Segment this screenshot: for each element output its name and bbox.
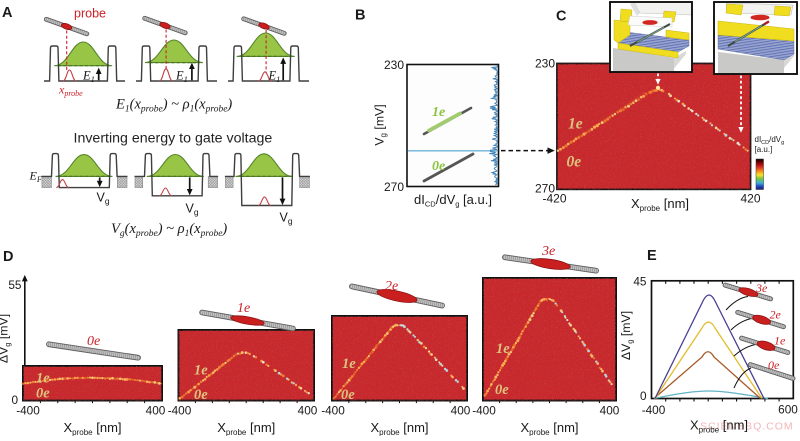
- svg-text:270: 270: [535, 182, 555, 196]
- svg-text:Inverting energy to gate volta: Inverting energy to gate voltage: [74, 131, 273, 147]
- svg-text:55: 55: [8, 278, 22, 292]
- svg-text:D: D: [3, 249, 13, 265]
- svg-text:1e: 1e: [36, 371, 50, 387]
- svg-text:probe: probe: [74, 7, 106, 21]
- svg-text:2e: 2e: [770, 308, 782, 322]
- svg-text:0: 0: [11, 393, 18, 407]
- svg-text:1e: 1e: [194, 363, 208, 379]
- svg-text:-400: -400: [16, 404, 40, 418]
- svg-text:0e: 0e: [768, 358, 780, 372]
- svg-text:-420: -420: [542, 192, 566, 206]
- svg-text:1e: 1e: [774, 334, 786, 348]
- svg-text:230: 230: [384, 58, 404, 72]
- svg-text:A: A: [2, 5, 13, 21]
- svg-text:400: 400: [146, 404, 166, 418]
- svg-text:230: 230: [535, 57, 555, 71]
- svg-text:0e: 0e: [36, 386, 50, 402]
- svg-text:3e: 3e: [541, 244, 555, 259]
- svg-text:-400: -400: [168, 404, 192, 418]
- svg-text:1e: 1e: [432, 105, 445, 120]
- svg-text:0e: 0e: [432, 159, 445, 174]
- svg-text:[a.u.]: [a.u.]: [755, 145, 773, 154]
- svg-text:E: E: [647, 248, 657, 264]
- svg-text:Vg [mV]: Vg [mV]: [373, 104, 389, 145]
- svg-text:B: B: [355, 8, 365, 24]
- svg-text:-400: -400: [321, 404, 345, 418]
- svg-text:2e: 2e: [385, 279, 398, 294]
- svg-text:dICD/dVg: dICD/dVg: [755, 135, 785, 146]
- svg-text:1e: 1e: [496, 341, 510, 357]
- svg-text:270: 270: [384, 180, 404, 194]
- svg-text:0: 0: [640, 389, 647, 403]
- svg-text:400: 400: [600, 404, 620, 418]
- svg-text:0e: 0e: [341, 387, 355, 403]
- svg-text:C: C: [556, 9, 567, 25]
- svg-text:1e: 1e: [237, 301, 250, 316]
- svg-text:600: 600: [778, 403, 798, 417]
- svg-text:1e: 1e: [342, 356, 356, 372]
- svg-text:0e: 0e: [567, 154, 582, 171]
- svg-text:0e: 0e: [87, 334, 100, 349]
- svg-text:SCIENBBQ.COM: SCIENBBQ.COM: [700, 421, 794, 433]
- svg-text:-400: -400: [642, 403, 666, 417]
- svg-text:ΔVg [mV]: ΔVg [mV]: [619, 311, 635, 360]
- svg-text:1e: 1e: [568, 116, 583, 133]
- svg-text:400: 400: [298, 404, 318, 418]
- svg-text:ΔVg [mV]: ΔVg [mV]: [0, 314, 12, 363]
- svg-text:420: 420: [740, 192, 760, 206]
- svg-text:3e: 3e: [755, 281, 768, 295]
- svg-text:0e: 0e: [495, 382, 509, 398]
- svg-text:400: 400: [451, 404, 471, 418]
- svg-text:0e: 0e: [194, 387, 208, 403]
- svg-text:45: 45: [633, 275, 647, 289]
- svg-text:-400: -400: [472, 404, 496, 418]
